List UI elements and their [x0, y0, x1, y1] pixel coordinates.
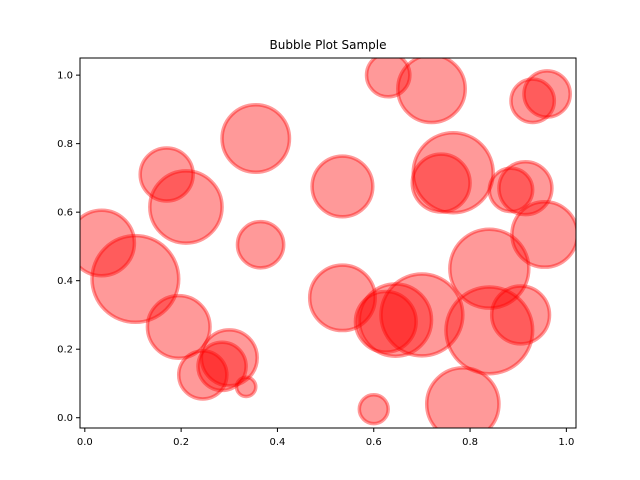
- bubble-5: [176, 349, 229, 401]
- x-tick-label: 1.0: [558, 437, 574, 448]
- bubble-1: [90, 233, 181, 325]
- bubble-19: [410, 152, 472, 214]
- bubble-26: [489, 284, 552, 346]
- bubble-22: [448, 227, 531, 310]
- bubble-8: [234, 375, 258, 399]
- bubble-7: [196, 340, 248, 393]
- y-axis: 0.0 0.2 0.4 0.6 0.8 1.0: [57, 71, 80, 424]
- x-tick-label: 0.2: [173, 437, 189, 448]
- bubble-17: [357, 282, 434, 358]
- bubble-2: [138, 146, 195, 203]
- bubble-23: [444, 285, 535, 376]
- y-tick-label: 0.4: [57, 276, 73, 287]
- bubble-11: [310, 154, 375, 219]
- x-axis: 0.0 0.2 0.4 0.6 0.8 1.0: [77, 428, 574, 448]
- plot-frame: [79, 57, 577, 429]
- bubble-layer: [80, 58, 576, 428]
- bubble-16: [353, 289, 418, 354]
- y-tick-label: 0.8: [57, 139, 73, 150]
- bubble-15: [396, 58, 467, 125]
- x-tick-label: 0.4: [269, 437, 285, 448]
- bubble-13: [357, 392, 390, 426]
- bubble-18: [379, 272, 465, 358]
- y-tick-label: 0.2: [57, 345, 73, 356]
- bubble-21: [424, 366, 501, 428]
- bubble-20: [411, 131, 495, 215]
- y-tick-label: 1.0: [57, 71, 73, 82]
- y-tick-label: 0.0: [57, 413, 73, 424]
- bubble-25: [497, 159, 554, 217]
- bubble-29: [510, 199, 576, 269]
- bubble-6: [199, 328, 259, 388]
- bubble-28: [522, 69, 572, 119]
- bubble-24: [487, 166, 535, 214]
- bubble-14: [364, 58, 412, 99]
- x-tick-label: 0.0: [77, 437, 93, 448]
- bubble-10: [235, 219, 286, 270]
- x-tick-label: 0.6: [366, 437, 382, 448]
- bubble-9: [220, 103, 292, 174]
- y-tick-label: 0.6: [57, 208, 73, 219]
- bubble-12: [307, 263, 377, 333]
- bubble-4: [145, 293, 212, 360]
- chart-title: Bubble Plot Sample: [269, 38, 386, 52]
- bubble-0: [80, 208, 137, 278]
- bubble-27: [509, 77, 557, 125]
- bubble-3: [148, 169, 224, 245]
- x-tick-label: 0.8: [462, 437, 478, 448]
